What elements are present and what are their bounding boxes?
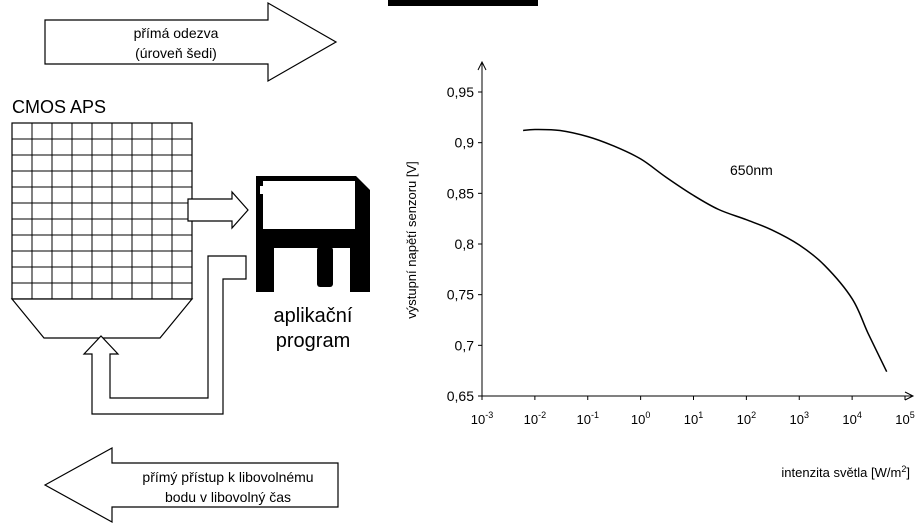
floppy-disk-icon <box>256 176 370 292</box>
sensor-response-chart: 0,65 0,7 0,75 0,8 0,85 0,9 0,95 10-3 10-2 10-1 10… <box>404 60 915 480</box>
sensor-pixel-grid <box>11 122 193 300</box>
x-tick-label: 103 <box>790 410 809 427</box>
y-tick-label: 0,95 <box>447 84 474 100</box>
feedback-path <box>82 255 247 415</box>
x-tick-label: 101 <box>684 410 703 427</box>
y-tick-label: 0,85 <box>447 185 474 201</box>
sensor-readout-funnel <box>10 298 194 339</box>
x-tick-label: 10-2 <box>524 410 546 427</box>
direct-response-label-1: přímá odezva <box>134 25 219 41</box>
random-access-arrow: přímý přístup k libovolnému bodu v libov… <box>43 446 339 524</box>
program-label-1: aplikační <box>274 305 353 327</box>
sensor-label: CMOS APS <box>12 97 106 117</box>
x-tick-label: 10-1 <box>577 410 599 427</box>
x-axis-title: intenzita světla [W/m2] <box>781 464 910 480</box>
y-tick-label: 0,8 <box>455 236 475 252</box>
y-tick-label: 0,7 <box>455 337 475 353</box>
y-axis-arrowhead <box>477 60 487 71</box>
direct-response-arrow: přímá odezva (úroveň šedi) <box>44 1 338 83</box>
y-tick-label: 0,9 <box>455 135 475 151</box>
direct-response-label-2: (úroveň šedi) <box>135 45 217 61</box>
readout-arrow <box>187 190 249 230</box>
x-tick-label: 10-3 <box>471 410 493 427</box>
x-axis-arrowhead <box>904 391 915 401</box>
y-tick-label: 0,75 <box>447 287 474 303</box>
x-tick-label: 100 <box>631 410 650 427</box>
program-label-2: program <box>276 330 350 352</box>
annotation-650nm: 650nm <box>730 162 773 178</box>
y-axis-title: výstupní napětí senzoru [V] <box>404 161 419 319</box>
x-tick-label: 102 <box>737 410 756 427</box>
random-access-label-2: bodu v libovolný čas <box>165 489 291 505</box>
series-line <box>523 128 888 373</box>
cropped-heading-fragment <box>388 0 538 6</box>
x-tick-label: 104 <box>842 410 861 427</box>
y-tick-label: 0,65 <box>447 388 474 404</box>
random-access-label-1: přímý přístup k libovolnému <box>142 469 313 485</box>
x-tick-label: 105 <box>895 410 914 427</box>
